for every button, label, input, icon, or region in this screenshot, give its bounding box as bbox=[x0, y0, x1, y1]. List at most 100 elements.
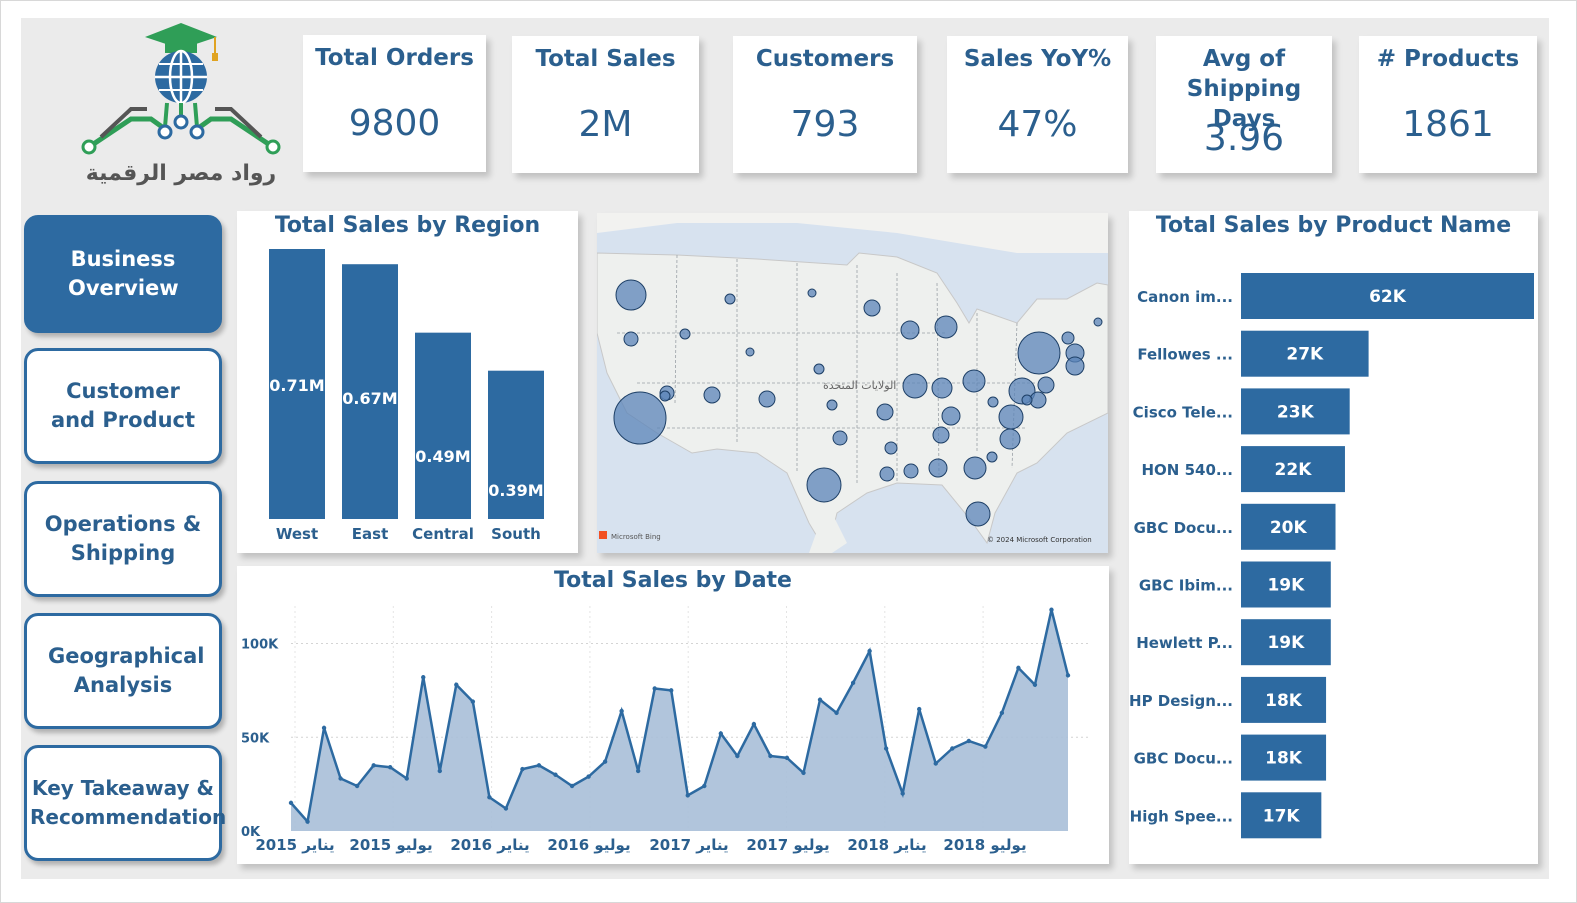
map-bubble[interactable] bbox=[931, 377, 953, 399]
sales-point[interactable] bbox=[338, 776, 343, 781]
sales-point[interactable] bbox=[867, 648, 872, 654]
sales-point[interactable] bbox=[1065, 673, 1071, 678]
map-bubble[interactable] bbox=[903, 463, 919, 479]
map-bubble[interactable] bbox=[745, 347, 755, 357]
map-bubble[interactable] bbox=[724, 293, 736, 305]
product-bar[interactable] bbox=[1241, 273, 1534, 319]
map-bubble[interactable] bbox=[615, 279, 647, 311]
map-bubble[interactable] bbox=[1061, 331, 1075, 345]
region-bar[interactable] bbox=[269, 249, 325, 519]
sales-point[interactable] bbox=[685, 793, 690, 798]
map-bubble[interactable] bbox=[758, 390, 776, 408]
map-bubble[interactable] bbox=[902, 373, 928, 399]
nav-geographical-analysis[interactable]: Geographical Analysis bbox=[24, 613, 222, 729]
product-sales-visual[interactable]: Total Sales by Product Name 62K Canon im.… bbox=[1129, 211, 1538, 864]
map-bubble[interactable] bbox=[876, 403, 894, 421]
product-bar[interactable] bbox=[1241, 503, 1336, 550]
sales-point[interactable] bbox=[602, 759, 608, 764]
map-bubble[interactable] bbox=[928, 458, 948, 478]
map-bubble[interactable] bbox=[813, 363, 825, 375]
map-bubble[interactable] bbox=[1017, 331, 1061, 375]
sales-point[interactable] bbox=[817, 697, 823, 702]
product-bar[interactable] bbox=[1241, 792, 1322, 839]
nav-operations-shipping[interactable]: Operations & Shipping bbox=[24, 481, 222, 597]
nav-key-takeaway[interactable]: Key Takeaway & Recommendation bbox=[24, 745, 226, 861]
sales-point[interactable] bbox=[784, 755, 790, 761]
sales-point[interactable] bbox=[536, 763, 542, 768]
map-bubble[interactable] bbox=[1037, 376, 1055, 394]
map-bubble[interactable] bbox=[998, 404, 1024, 430]
map-bubble[interactable] bbox=[1021, 394, 1033, 406]
map-bubble[interactable] bbox=[807, 288, 817, 298]
map-bubble[interactable] bbox=[826, 399, 838, 411]
product-bar[interactable] bbox=[1241, 446, 1345, 493]
sales-point[interactable] bbox=[718, 731, 724, 736]
map-bubble[interactable] bbox=[623, 331, 639, 347]
map-bubble[interactable] bbox=[879, 466, 895, 482]
nav-customer-and-product[interactable]: Customer and Product bbox=[24, 348, 222, 464]
map-bubble[interactable] bbox=[963, 456, 987, 480]
sales-point[interactable] bbox=[834, 710, 839, 716]
map-bubble[interactable] bbox=[884, 441, 898, 455]
map-bubble[interactable] bbox=[613, 391, 667, 445]
region-bar[interactable] bbox=[415, 332, 471, 519]
sales-point[interactable] bbox=[487, 795, 492, 800]
map-visual[interactable]: الولايات المتحدة Microsoft Bing © 2024 M… bbox=[596, 213, 1109, 555]
map-bubble[interactable] bbox=[679, 328, 691, 340]
sales-point[interactable] bbox=[437, 768, 442, 774]
map-bubble[interactable] bbox=[900, 320, 920, 340]
sales-point[interactable] bbox=[404, 776, 409, 781]
map-bubble[interactable] bbox=[986, 451, 998, 463]
map-bubble[interactable] bbox=[659, 390, 671, 402]
region-sales-visual[interactable]: Total Sales by Region 0.71M West 0.67M East… bbox=[237, 211, 578, 553]
sales-point[interactable] bbox=[751, 721, 757, 727]
sales-point[interactable] bbox=[900, 791, 905, 796]
product-bar[interactable] bbox=[1241, 619, 1331, 666]
sales-point[interactable] bbox=[702, 783, 707, 789]
sales-point[interactable] bbox=[305, 819, 310, 824]
sales-point[interactable] bbox=[950, 746, 955, 751]
sales-point[interactable] bbox=[586, 774, 591, 779]
date-sales-visual[interactable]: Total Sales by Date 0K 50K 100K يناير 2015 ي… bbox=[237, 566, 1109, 864]
sales-point[interactable] bbox=[387, 765, 393, 770]
sales-point[interactable] bbox=[1016, 665, 1021, 671]
region-bar[interactable] bbox=[342, 264, 398, 519]
sales-point[interactable] bbox=[652, 686, 657, 691]
sales-point[interactable] bbox=[735, 753, 740, 759]
product-bar[interactable] bbox=[1241, 676, 1327, 723]
sales-point[interactable] bbox=[619, 708, 624, 714]
sales-point[interactable] bbox=[999, 710, 1005, 716]
map-bubble[interactable] bbox=[999, 428, 1021, 450]
sales-point[interactable] bbox=[470, 699, 476, 704]
sales-point[interactable] bbox=[354, 783, 360, 789]
sales-point[interactable] bbox=[503, 806, 509, 811]
map-bubble[interactable] bbox=[1065, 356, 1085, 376]
sales-point[interactable] bbox=[1032, 682, 1038, 687]
map-bubble[interactable] bbox=[932, 426, 950, 444]
product-bar[interactable] bbox=[1241, 388, 1350, 435]
sales-point[interactable] bbox=[520, 766, 525, 772]
map-bubble[interactable] bbox=[703, 386, 721, 404]
sales-point[interactable] bbox=[1049, 607, 1054, 612]
sales-point[interactable] bbox=[569, 783, 575, 789]
sales-point[interactable] bbox=[371, 763, 376, 768]
map-bubble[interactable] bbox=[863, 299, 881, 317]
sales-point[interactable] bbox=[321, 725, 327, 731]
nav-business-overview[interactable]: Business Overview bbox=[24, 215, 222, 333]
sales-point[interactable] bbox=[454, 682, 459, 687]
sales-point[interactable] bbox=[883, 746, 889, 751]
sales-point[interactable] bbox=[983, 744, 988, 749]
product-bar[interactable] bbox=[1241, 330, 1369, 377]
map-bubble[interactable] bbox=[1093, 317, 1103, 327]
sales-point[interactable] bbox=[801, 770, 806, 776]
product-bar[interactable] bbox=[1241, 561, 1331, 608]
sales-point[interactable] bbox=[288, 800, 294, 806]
region-bar[interactable] bbox=[488, 370, 544, 519]
map-bubble[interactable] bbox=[962, 369, 986, 393]
sales-point[interactable] bbox=[553, 772, 558, 777]
sales-point[interactable] bbox=[933, 761, 938, 766]
sales-point[interactable] bbox=[966, 738, 972, 744]
product-bar[interactable] bbox=[1241, 734, 1327, 781]
map-bubble[interactable] bbox=[806, 467, 842, 503]
sales-point[interactable] bbox=[768, 753, 773, 759]
